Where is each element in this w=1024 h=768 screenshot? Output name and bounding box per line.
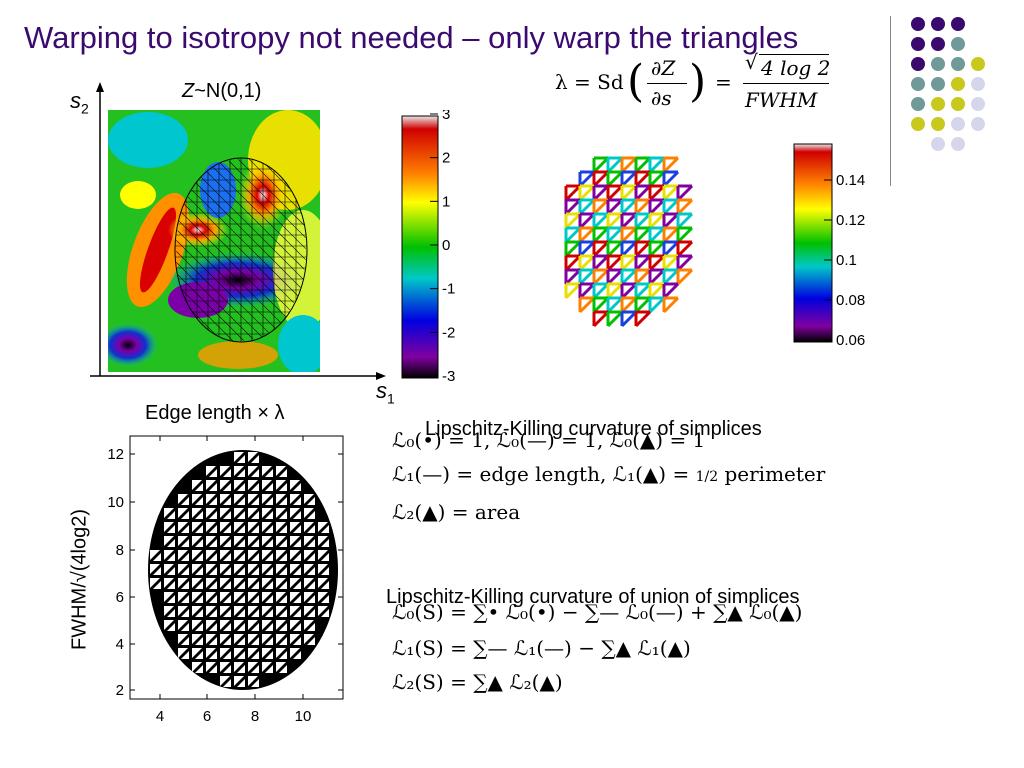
decor-dot: [911, 117, 925, 131]
x-axis-label-s1: s1: [376, 378, 395, 407]
field-title: Z~N(0,1): [182, 80, 261, 103]
edge-y-tick-label: 8: [116, 542, 124, 559]
decor-dot: [951, 137, 965, 151]
title-divider: [890, 16, 891, 186]
lk-simplices-line2: ℒ₁(—) = edge length, ℒ₁(▲) = 1/2 perimet…: [392, 462, 826, 486]
edge-y-tick-label: 10: [107, 494, 124, 511]
decor-dot: [931, 17, 945, 31]
lambda-colorbar: 0.14 0.12 0.1 0.08 0.06: [793, 143, 865, 349]
field-title-z: Z: [182, 80, 195, 102]
decor-dot: [931, 97, 945, 111]
lk-union-line2: ℒ₁(S) = ∑— ℒ₁(—) − ∑▲ ℒ₁(▲): [392, 636, 691, 660]
decor-dot: [911, 57, 925, 71]
lambda-formula: λ = Sd ( ∂Z ∂s ) = √ 4 log 2 FWHM: [555, 50, 831, 112]
lambda-fwhm: FWHM: [745, 88, 818, 112]
lk-union-heading: Lipschitz-Killing curvature of union of …: [386, 586, 800, 608]
y-axis-label-s2: s2: [70, 88, 89, 117]
edge-x-tick-label: 4: [156, 708, 164, 725]
decor-dot: [951, 97, 965, 111]
lk-simplices-line1: ℒ₀(•) = 1, ℒ₀(—) = 1, ℒ₀(▲) = 1: [392, 428, 706, 452]
decor-dot: [931, 57, 945, 71]
colorbar-tick-label: 3: [442, 110, 450, 123]
decor-dot: [931, 77, 945, 91]
decor-dot: [911, 97, 925, 111]
decor-dot: [951, 17, 965, 31]
decor-dot: [931, 137, 945, 151]
edge-y-tick-label: 4: [116, 636, 124, 653]
decor-dot: [971, 57, 985, 71]
colorbar-tick-label: 0.12: [836, 212, 865, 229]
decor-dot: [951, 77, 965, 91]
colorbar-tick-label: 0: [442, 237, 450, 254]
edge-x-tick-label: 8: [251, 708, 259, 725]
colorbar-tick-label: 0.08: [836, 292, 865, 309]
decor-dot: [951, 57, 965, 71]
colorbar-tick-label: -2: [442, 324, 455, 341]
edge-x-tick-label: 10: [295, 708, 312, 725]
lambda-mesh-plot: [564, 156, 694, 328]
lambda-sqrt-arg: 4 log 2: [761, 56, 831, 80]
colorbar-tick-label: 0.1: [836, 252, 857, 269]
slide-title: Warping to isotropy not needed – only wa…: [24, 20, 799, 55]
edge-y-tick-label: 12: [107, 446, 124, 463]
decor-dot: [971, 97, 985, 111]
colorbar-tick-label: -1: [442, 281, 455, 298]
lambda-num: ∂Z: [651, 56, 676, 80]
edge-plot-title: Edge length × λ: [145, 402, 285, 424]
decor-dot: [911, 77, 925, 91]
lk-union-line1: ℒ₀(S) = ∑• ℒ₀(•) − ∑— ℒ₀(—) + ∑▲ ℒ₀(▲): [392, 600, 803, 624]
field-colorbar: 3 2 1 0 -1 -2 -3: [401, 110, 455, 382]
colorbar-tick-label: 0.06: [836, 332, 865, 349]
decor-dot: [911, 37, 925, 51]
decor-dot: [931, 37, 945, 51]
decor-dot: [951, 117, 965, 131]
lambda-den: ∂s: [651, 86, 672, 110]
colorbar-tick-label: 2: [442, 150, 450, 167]
edge-plot-ylabel: FWHM/√(4log2): [68, 509, 91, 650]
colorbar-tick-label: 1: [442, 193, 450, 210]
decor-dot: [911, 17, 925, 31]
lambda-lhs: λ = Sd: [555, 70, 624, 94]
lambda-eq: =: [715, 70, 732, 94]
lk-simplices-line3: ℒ₂(▲) = area: [392, 500, 521, 524]
random-field-plot: [90, 82, 386, 380]
colorbar-tick-label: 0.14: [836, 172, 865, 189]
colorbar-tick-label: -3: [442, 368, 455, 382]
decor-dot: [971, 117, 985, 131]
decor-dot: [971, 77, 985, 91]
decor-dot: [951, 37, 965, 51]
lk-union-line3: ℒ₂(S) = ∑▲ ℒ₂(▲): [392, 670, 563, 694]
field-title-dist: ~N(0,1): [194, 80, 262, 102]
field-mesh-overlay: [174, 157, 308, 343]
lk-simplices-heading: Lipschitz-Killing curvature of simplices: [425, 418, 762, 440]
edge-length-plot: 4 6 8 10 12 10 8 6 4 2: [107, 435, 344, 725]
decorative-dots: [911, 17, 985, 151]
decor-dot: [931, 117, 945, 131]
edge-y-tick-label: 2: [116, 682, 124, 699]
edge-x-tick-label: 6: [203, 708, 211, 725]
edge-y-tick-label: 6: [116, 589, 124, 606]
